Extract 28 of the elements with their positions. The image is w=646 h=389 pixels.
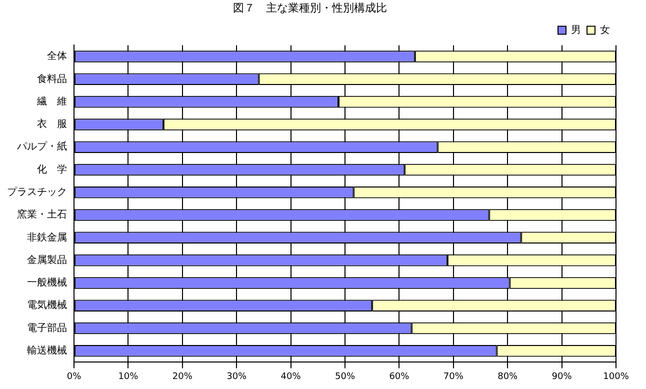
x-tick-label: 20%: [172, 372, 193, 382]
y-tick-label: 全体: [47, 50, 67, 62]
y-tick-label: 一般機械: [27, 276, 67, 289]
x-tick-label: 50%: [334, 372, 356, 382]
y-tick-label: 窯業・土石: [17, 208, 67, 221]
y-tick-label: 食料品: [37, 72, 67, 85]
x-tick-label: 60%: [389, 372, 410, 382]
legend-label: 女: [600, 24, 610, 36]
y-tick-label: 繊 維: [36, 95, 67, 108]
y-tick-label: 化 学: [37, 163, 67, 176]
y-tick-label: 電気機械: [27, 299, 67, 312]
chart-title: 図７ 主な業種別・性別構成比: [233, 1, 387, 14]
y-tick-label: 金属製品: [27, 254, 67, 266]
x-tick-label: 70%: [443, 372, 464, 382]
x-tick-label: 80%: [498, 372, 518, 382]
x-tick-label: 100%: [603, 372, 630, 382]
x-tick-label: 10%: [118, 372, 139, 382]
y-tick-label: 衣 服: [37, 118, 67, 130]
x-tick-label: 30%: [226, 372, 248, 382]
y-tick-label: 輸送機械: [27, 344, 67, 356]
legend-label: 男: [571, 24, 581, 36]
x-tick-label: 90%: [552, 372, 572, 382]
x-tick-label: 40%: [280, 372, 302, 382]
y-tick-label: 非鉄金属: [27, 231, 67, 244]
x-tick-label: 0%: [66, 372, 82, 382]
y-tick-label: 電子部品: [27, 322, 67, 334]
y-tick-label: パルプ・紙: [16, 140, 67, 153]
y-tick-label: プラスチック: [7, 186, 67, 198]
